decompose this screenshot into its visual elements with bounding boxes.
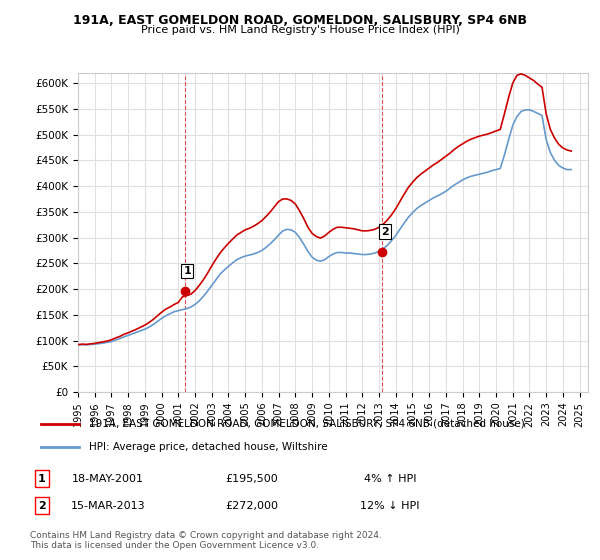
Text: 15-MAR-2013: 15-MAR-2013 <box>71 501 145 511</box>
Text: £195,500: £195,500 <box>226 474 278 484</box>
Text: £272,000: £272,000 <box>226 501 278 511</box>
Text: Price paid vs. HM Land Registry's House Price Index (HPI): Price paid vs. HM Land Registry's House … <box>140 25 460 35</box>
Text: Contains HM Land Registry data © Crown copyright and database right 2024.
This d: Contains HM Land Registry data © Crown c… <box>30 530 382 550</box>
Text: 4% ↑ HPI: 4% ↑ HPI <box>364 474 416 484</box>
Text: 191A, EAST GOMELDON ROAD, GOMELDON, SALISBURY, SP4 6NB (detached house): 191A, EAST GOMELDON ROAD, GOMELDON, SALI… <box>89 419 525 429</box>
Text: 1: 1 <box>38 474 46 484</box>
Text: 18-MAY-2001: 18-MAY-2001 <box>72 474 144 484</box>
Text: HPI: Average price, detached house, Wiltshire: HPI: Average price, detached house, Wilt… <box>89 442 328 452</box>
Text: 2: 2 <box>38 501 46 511</box>
Text: 1: 1 <box>184 266 191 276</box>
Text: 2: 2 <box>381 226 389 236</box>
Text: 191A, EAST GOMELDON ROAD, GOMELDON, SALISBURY, SP4 6NB: 191A, EAST GOMELDON ROAD, GOMELDON, SALI… <box>73 14 527 27</box>
Text: 12% ↓ HPI: 12% ↓ HPI <box>360 501 420 511</box>
